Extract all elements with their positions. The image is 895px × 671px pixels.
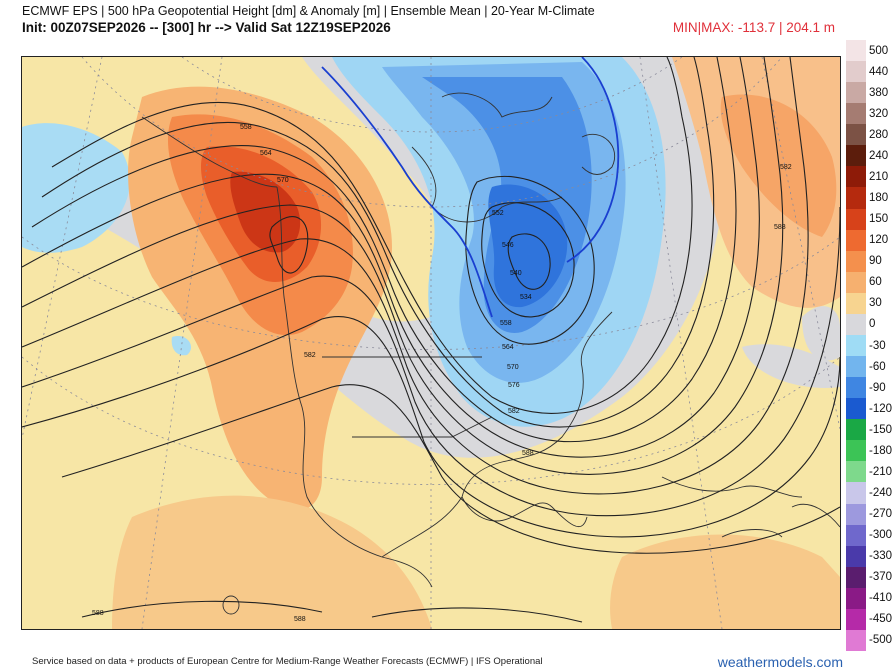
contour-label: 552 — [492, 210, 504, 217]
colorbar-label: 280 — [869, 128, 889, 141]
colorbar-swatch — [846, 61, 866, 83]
colorbar-label: 90 — [869, 255, 882, 268]
colorbar-swatch — [846, 545, 866, 568]
colorbar-label: 60 — [869, 276, 882, 289]
contour-label: 588 — [92, 610, 104, 617]
colorbar-swatch — [846, 566, 866, 589]
anomaly-negative-pacific — [22, 123, 130, 253]
colorbar-label: -180 — [869, 444, 893, 457]
contour-label: 582 — [304, 352, 316, 359]
colorbar-swatch — [846, 440, 866, 462]
colorbar-label: 210 — [869, 170, 889, 183]
colorbar-label: 320 — [869, 107, 889, 120]
contour-label: 576 — [508, 382, 520, 389]
colorbar-label: -270 — [869, 508, 893, 521]
chart-title: ECMWF EPS | 500 hPa Geopotential Height … — [22, 4, 595, 18]
colorbar-label: 440 — [869, 65, 889, 78]
contour-label: 546 — [502, 242, 514, 249]
init-valid-time: Init: 00Z07SEP2026 -- [300] hr --> Valid… — [22, 20, 391, 35]
colorbar-swatch — [846, 292, 866, 315]
colorbar-swatch — [846, 82, 866, 104]
colorbar-label: -120 — [869, 402, 893, 415]
colorbar-label: 120 — [869, 234, 889, 247]
colorbar-swatch — [846, 229, 866, 252]
contour-label: 558 — [500, 320, 512, 327]
contour-label: 570 — [277, 177, 289, 184]
colorbar-label: -500 — [869, 634, 893, 647]
colorbar-label: -210 — [869, 465, 893, 478]
contour-label: 588 — [294, 616, 306, 623]
height-contours — [22, 57, 840, 623]
colorbar — [846, 40, 866, 652]
colorbar-label: 180 — [869, 192, 889, 205]
contour-540-highlight-east — [566, 57, 620, 263]
colorbar-swatch — [846, 103, 866, 125]
data-credit: Service based on data + products of Euro… — [32, 656, 543, 667]
colorbar-label: -240 — [869, 486, 893, 499]
colorbar-label: -60 — [869, 360, 886, 373]
colorbar-label: -410 — [869, 592, 893, 605]
colorbar-label: -30 — [869, 339, 886, 352]
colorbar-swatch — [846, 461, 866, 483]
colorbar-label: 380 — [869, 86, 889, 99]
colorbar-swatch — [846, 377, 866, 399]
contour-label: 564 — [502, 344, 514, 351]
colorbar-swatch — [846, 356, 866, 378]
contour-label: 582 — [508, 408, 520, 415]
colorbar-label: 500 — [869, 44, 889, 57]
contour-label: 588 — [522, 450, 534, 457]
colorbar-label: 240 — [869, 149, 889, 162]
colorbar-label: -90 — [869, 381, 886, 394]
colorbar-label: -370 — [869, 571, 893, 584]
coastlines — [141, 92, 840, 615]
colorbar-swatch — [846, 587, 866, 610]
colorbar-swatch — [846, 313, 866, 336]
anomaly-negative-small — [171, 336, 192, 356]
colorbar-swatch — [846, 524, 866, 547]
colorbar-swatch — [846, 145, 866, 167]
colorbar-swatch — [846, 40, 866, 62]
contour-label: 540 — [510, 270, 522, 277]
anomaly-ridge-core — [230, 171, 301, 253]
colorbar-swatch — [846, 503, 866, 526]
colorbar-label: -450 — [869, 613, 893, 626]
brand-link[interactable]: weathermodels.com — [717, 654, 843, 670]
colorbar-swatch — [846, 419, 866, 441]
colorbar-swatch — [846, 187, 866, 210]
anomaly-positive-southeast — [610, 534, 840, 629]
anomaly-positive-south — [112, 495, 432, 629]
colorbar-swatch — [846, 208, 866, 231]
colorbar-swatch — [846, 482, 866, 504]
colorbar-swatch — [846, 124, 866, 146]
contour-label: 534 — [520, 294, 532, 301]
colorbar-swatch — [846, 629, 866, 652]
colorbar-swatch — [846, 250, 866, 273]
graticule — [22, 57, 840, 629]
anomaly-map: 558 564 570 552 546 540 534 558 564 570 … — [22, 57, 840, 629]
min-max-readout: MIN|MAX: -113.7 | 204.1 m — [672, 20, 835, 35]
colorbar-label: 150 — [869, 213, 889, 226]
contour-label: 582 — [780, 164, 792, 171]
colorbar-swatch — [846, 334, 866, 357]
colorbar-swatch — [846, 166, 866, 188]
contour-label: 588 — [774, 224, 786, 231]
contour-label-group: 558 564 570 552 546 540 534 558 564 570 … — [92, 124, 792, 623]
contour-label: 564 — [260, 150, 272, 157]
colorbar-label: 30 — [869, 297, 882, 310]
colorbar-swatch — [846, 608, 866, 631]
colorbar-label: -300 — [869, 529, 893, 542]
colorbar-label: 0 — [869, 318, 876, 331]
contour-540-highlight — [321, 66, 493, 318]
colorbar-swatch — [846, 398, 866, 420]
contour-label: 570 — [507, 364, 519, 371]
map-panel: 558 564 570 552 546 540 534 558 564 570 … — [21, 56, 841, 630]
colorbar-label: -330 — [869, 550, 893, 563]
colorbar-swatch — [846, 271, 866, 294]
contour-label: 558 — [240, 124, 252, 131]
colorbar-label: -150 — [869, 423, 893, 436]
